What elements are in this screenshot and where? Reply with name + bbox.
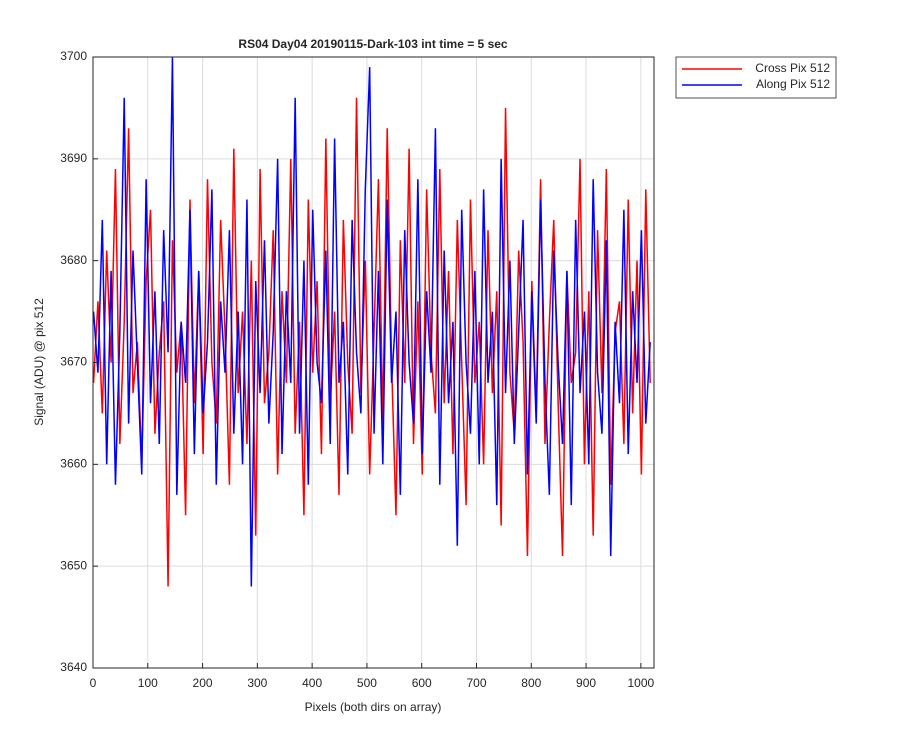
legend-label: Along Pix 512: [756, 77, 830, 91]
y-tick-label: 3640: [60, 660, 87, 674]
x-tick-label: 100: [138, 676, 158, 690]
y-axis-label: Signal (ADU) @ pix 512: [32, 298, 46, 426]
legend: [675, 56, 837, 99]
x-axis-label: Pixels (both dirs on array): [305, 700, 442, 714]
ticks: 3640 3650 3660 3670 3680 3690 3700 0 100 200 300 40…: [60, 49, 654, 690]
y-tick-label: 3650: [60, 558, 87, 572]
x-tick-label: 500: [357, 676, 377, 690]
series-line: [92, 97, 651, 587]
x-tick-label: 1000: [628, 676, 655, 690]
x-tick-label: 0: [90, 676, 97, 690]
y-tick-label: 3700: [60, 49, 87, 63]
x-tick-label: 700: [466, 676, 486, 690]
x-tick-label: 900: [576, 676, 596, 690]
x-tick-label: 400: [302, 676, 322, 690]
x-tick-label: 600: [412, 676, 432, 690]
legend-entries: Cross Pix 512 Along Pix 512: [682, 61, 830, 91]
y-tick-label: 3690: [60, 151, 87, 165]
x-tick-label: 200: [193, 676, 213, 690]
chart-title: RS04 Day04 20190115-Dark-103 int time = …: [238, 37, 508, 51]
legend-label: Cross Pix 512: [755, 61, 830, 75]
x-tick-label: 800: [521, 676, 541, 690]
y-tick-label: 3680: [60, 253, 87, 267]
x-tick-label: 300: [247, 676, 267, 690]
series-line: [92, 56, 651, 587]
y-tick-label: 3670: [60, 355, 87, 369]
lines: [92, 56, 651, 587]
y-tick-label: 3660: [60, 457, 87, 471]
